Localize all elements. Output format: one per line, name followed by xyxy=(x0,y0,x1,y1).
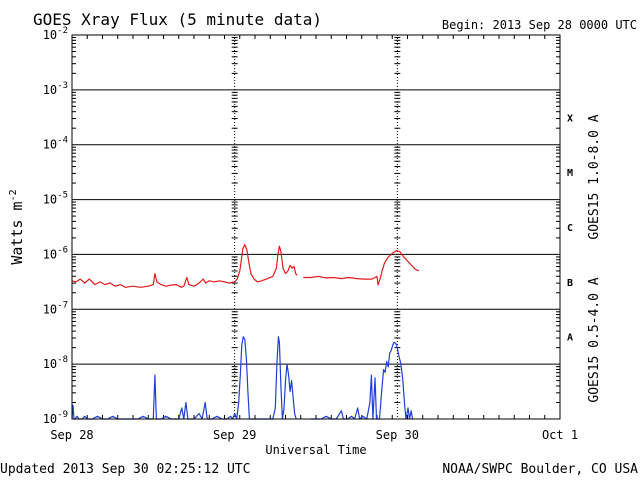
begin-timestamp: Begin: 2013 Sep 28 0000 UTC xyxy=(442,18,637,32)
legend-short-channel: GOES15 0.5-4.0 A xyxy=(587,277,602,402)
x-tick-label: Sep 30 xyxy=(376,428,419,442)
grid-layer xyxy=(71,35,561,419)
y-tick-label: 10-9 xyxy=(43,410,68,426)
y-axis-label-superscript: -2 xyxy=(8,189,19,201)
y-axis-label-base: Watts m xyxy=(8,201,26,264)
x-axis-labels: Sep 28 Sep 29 Sep 30 Oct 1 xyxy=(50,428,578,442)
x-tick-label: Sep 29 xyxy=(213,428,256,442)
y-tick-label: 10-2 xyxy=(43,26,68,42)
y-tick-label: 10-4 xyxy=(43,136,68,152)
y-tick-label: 10-7 xyxy=(43,300,68,316)
legend-long-channel: GOES15 1.0-8.0 A xyxy=(587,114,602,239)
chart-title: GOES Xray Flux (5 minute data) xyxy=(33,10,322,29)
flare-class-label: X xyxy=(567,113,573,124)
flare-class-label: B xyxy=(567,278,573,289)
series-line-0 xyxy=(71,244,298,288)
series-line-2 xyxy=(71,336,297,420)
flare-class-label: M xyxy=(567,168,573,179)
y-axis-label: Watts m-2 xyxy=(8,189,26,264)
flare-class-labels: A B C M X xyxy=(567,113,573,343)
y-tick-label: 10-8 xyxy=(43,355,68,371)
series-line-1 xyxy=(303,250,419,286)
x-axis-label: Universal Time xyxy=(265,443,366,457)
credit-line: NOAA/SWPC Boulder, CO USA xyxy=(442,462,638,477)
y-axis-labels: 10-9 10-8 10-7 10-6 10-5 10-4 10-3 10-2 xyxy=(43,26,68,426)
y-tick-label: 10-6 xyxy=(43,245,68,261)
y-tick-label: 10-5 xyxy=(43,191,68,207)
plot-frame xyxy=(71,34,561,420)
x-tick-label: Oct 1 xyxy=(542,428,578,442)
x-tick-label: Sep 28 xyxy=(50,428,93,442)
y-tick-label: 10-3 xyxy=(43,81,68,97)
updated-timestamp: Updated 2013 Sep 30 02:25:12 UTC xyxy=(0,462,250,477)
flare-class-label: A xyxy=(567,333,573,344)
flare-class-label: C xyxy=(567,223,573,234)
series-layer xyxy=(71,244,419,420)
